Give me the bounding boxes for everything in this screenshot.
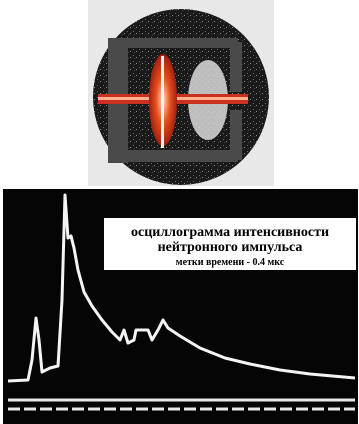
caption-title: осциллограмма интенсивности — [131, 225, 329, 240]
discharge-core — [161, 56, 164, 148]
caption-title: нейтронного импульса — [158, 240, 303, 255]
page: осциллограмма интенсивности нейтронного … — [0, 0, 359, 424]
caption-note: метки времени - 0.4 мкс — [176, 257, 285, 268]
figure: осциллограмма интенсивности нейтронного … — [0, 0, 359, 424]
